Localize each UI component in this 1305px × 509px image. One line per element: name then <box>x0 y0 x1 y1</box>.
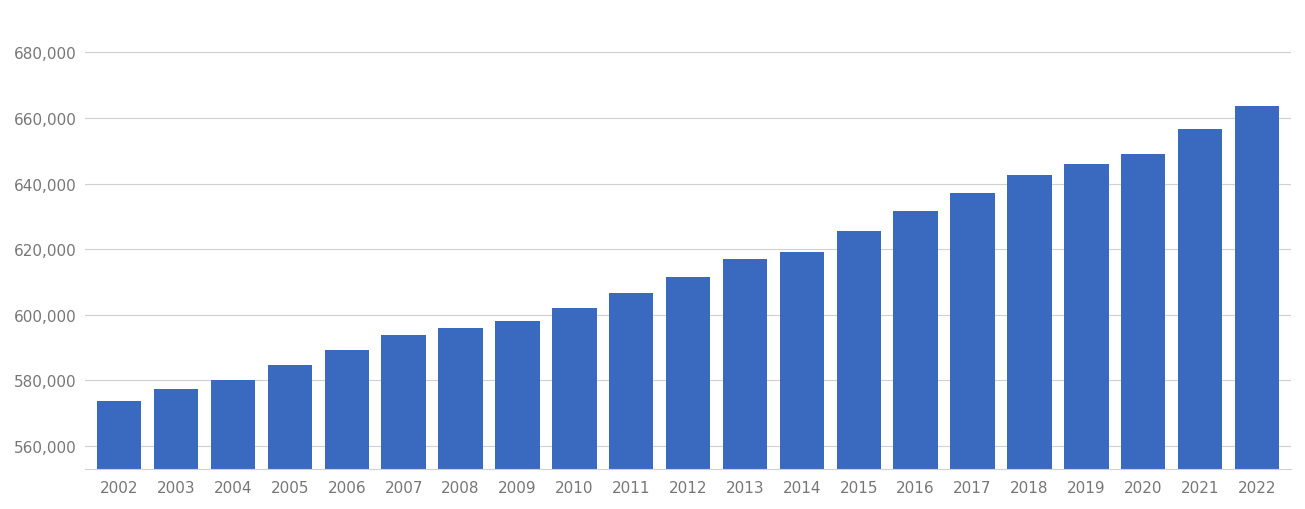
Bar <box>211 380 256 469</box>
Bar <box>325 350 369 469</box>
Bar <box>609 294 654 469</box>
Bar <box>1064 165 1108 469</box>
Bar <box>381 335 425 469</box>
Bar <box>1121 155 1165 469</box>
Bar <box>837 232 881 469</box>
Bar <box>723 260 767 469</box>
Bar <box>950 194 994 469</box>
Bar <box>154 389 198 469</box>
Bar <box>496 321 540 469</box>
Bar <box>1007 176 1052 469</box>
Bar <box>438 329 483 469</box>
Bar <box>97 401 141 469</box>
Bar <box>1235 107 1279 469</box>
Bar <box>1178 130 1223 469</box>
Bar <box>268 365 312 469</box>
Bar <box>666 277 710 469</box>
Bar <box>894 212 938 469</box>
Bar <box>552 308 596 469</box>
Bar <box>779 252 823 469</box>
